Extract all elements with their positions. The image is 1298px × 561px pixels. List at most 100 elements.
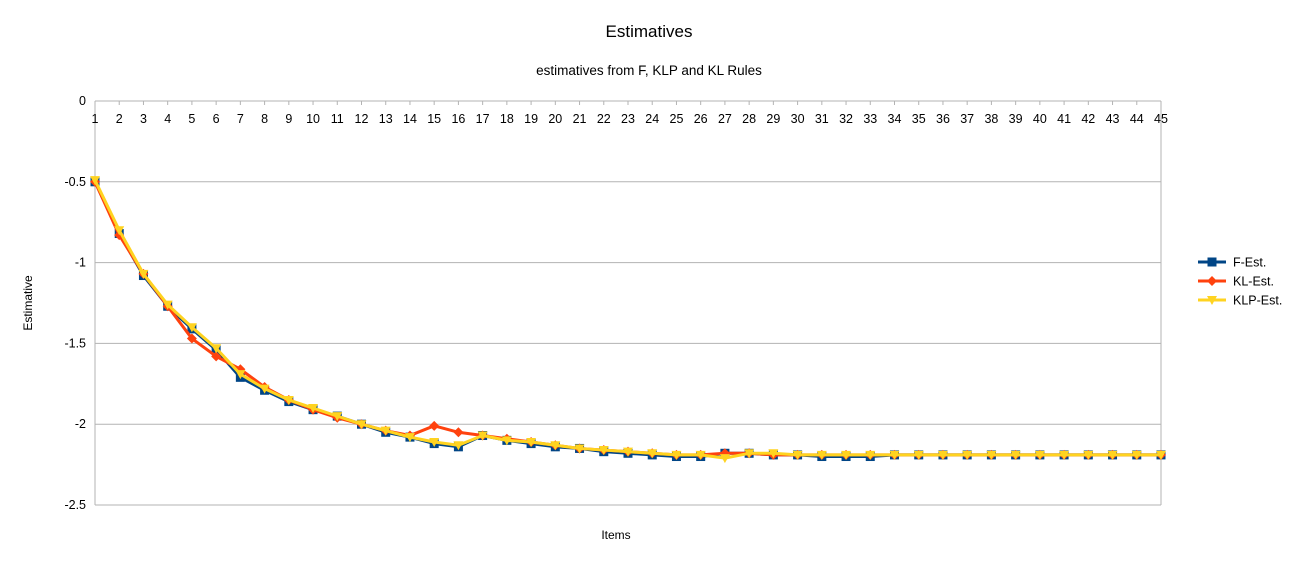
x-tick-label: 8: [261, 112, 268, 126]
data-point-klp-est: [90, 176, 100, 186]
data-point-klp-est: [768, 449, 779, 459]
x-tick-label: 21: [573, 112, 587, 126]
data-point-klp-est: [1010, 450, 1021, 460]
data-point-klp-est: [598, 446, 609, 456]
legend-item-klp-est: KLP-Est.: [1198, 294, 1282, 308]
x-tick-label: 23: [621, 112, 635, 126]
x-tick-label: 28: [742, 112, 756, 126]
data-point-klp-est: [1034, 450, 1045, 460]
legend-label: KL-Est.: [1233, 275, 1274, 289]
data-point-klp-est: [574, 444, 585, 454]
data-point-kl-est: [211, 351, 222, 362]
x-tick-label: 32: [839, 112, 853, 126]
data-point-klp-est: [865, 450, 876, 460]
x-tick-label: 18: [500, 112, 514, 126]
x-tick-label: 36: [936, 112, 950, 126]
series-kl-est: [90, 176, 1166, 460]
y-tick-label: -2: [75, 417, 86, 431]
y-tick-label: -1.5: [64, 336, 86, 350]
x-tick-label: 6: [213, 112, 220, 126]
y-tick-label: -0.5: [64, 175, 86, 189]
x-tick-label: 35: [912, 112, 926, 126]
data-point-klp-est: [477, 431, 488, 441]
data-point-klp-est: [841, 450, 852, 460]
data-point-klp-est: [647, 449, 658, 459]
data-point-klp-est: [356, 420, 367, 430]
y-tick-label: -2.5: [64, 498, 86, 512]
x-tick-label: 42: [1081, 112, 1095, 126]
x-tick-label: 1: [92, 112, 99, 126]
x-tick-label: 13: [379, 112, 393, 126]
x-tick-label: 7: [237, 112, 244, 126]
data-point-klp-est: [962, 450, 973, 460]
legend-swatch-marker: [1207, 296, 1217, 305]
data-point-klp-est: [308, 404, 319, 414]
data-point-klp-est: [1156, 450, 1166, 460]
data-point-klp-est: [1131, 450, 1142, 460]
x-tick-label: 37: [960, 112, 974, 126]
data-point-klp-est: [283, 395, 294, 405]
data-point-kl-est: [453, 427, 464, 438]
x-tick-label: 3: [140, 112, 147, 126]
data-point-klp-est: [501, 436, 512, 446]
x-tick-label: 33: [863, 112, 877, 126]
x-tick-label: 11: [331, 112, 344, 126]
legend-swatch-marker: [1207, 257, 1217, 267]
data-point-klp-est: [816, 450, 827, 460]
x-tick-label: 10: [306, 112, 320, 126]
data-point-klp-est: [1059, 450, 1070, 460]
data-point-klp-est: [744, 449, 755, 459]
x-tick-label: 22: [597, 112, 611, 126]
x-tick-label: 26: [694, 112, 708, 126]
legend-swatch-marker: [1207, 276, 1217, 286]
data-point-klp-est: [186, 323, 197, 333]
x-tick-label: 25: [670, 112, 684, 126]
x-tick-label: 15: [427, 112, 441, 126]
x-tick-label: 30: [791, 112, 805, 126]
data-point-klp-est: [671, 450, 682, 460]
legend: F-Est. KL-Est. KLP-Est.: [1198, 256, 1282, 308]
data-point-kl-est: [186, 333, 197, 344]
series-f-est: [90, 177, 1166, 462]
series-klp-est: [90, 176, 1166, 464]
data-point-klp-est: [453, 441, 464, 451]
x-tick-label: 4: [164, 112, 171, 126]
data-point-kl-est: [429, 420, 440, 431]
data-point-klp-est: [695, 450, 706, 460]
plot-series: [90, 176, 1166, 464]
x-tick-label: 44: [1130, 112, 1144, 126]
legend-label: F-Est.: [1233, 256, 1266, 270]
x-tick-label: 34: [888, 112, 902, 126]
data-point-klp-est: [623, 447, 633, 457]
y-tick-label: 0: [79, 94, 86, 108]
y-axis-label: Estimative: [21, 275, 35, 331]
x-tick-label: 27: [718, 112, 732, 126]
x-tick-label: 14: [403, 112, 417, 126]
x-axis-label: Items: [601, 528, 630, 542]
data-point-klp-est: [380, 426, 391, 436]
x-tick-label: 29: [766, 112, 780, 126]
data-point-klp-est: [211, 344, 222, 354]
data-point-klp-est: [138, 269, 149, 279]
legend-item-f-est: F-Est.: [1198, 256, 1266, 270]
x-tick-label: 38: [984, 112, 998, 126]
legend-label: KLP-Est.: [1233, 294, 1282, 308]
gridlines: [94, 100, 1162, 506]
data-point-klp-est: [1083, 450, 1094, 460]
x-tick-label: 17: [476, 112, 490, 126]
data-point-klp-est: [332, 412, 343, 422]
x-tick-label: 24: [645, 112, 659, 126]
data-point-klp-est: [404, 433, 415, 443]
x-tick-label: 16: [451, 112, 465, 126]
y-tick-label: -1: [75, 256, 86, 270]
x-tick-label: 39: [1009, 112, 1023, 126]
data-point-klp-est: [986, 450, 997, 460]
series-line-kl-est: [93, 181, 1161, 457]
x-tick-label: 19: [524, 112, 538, 126]
data-point-klp-est: [889, 450, 900, 460]
chart-title: Estimatives: [606, 22, 693, 41]
chart-subtitle: estimatives from F, KLP and KL Rules: [536, 63, 762, 78]
data-point-klp-est: [162, 300, 173, 310]
x-tick-label: 20: [548, 112, 562, 126]
